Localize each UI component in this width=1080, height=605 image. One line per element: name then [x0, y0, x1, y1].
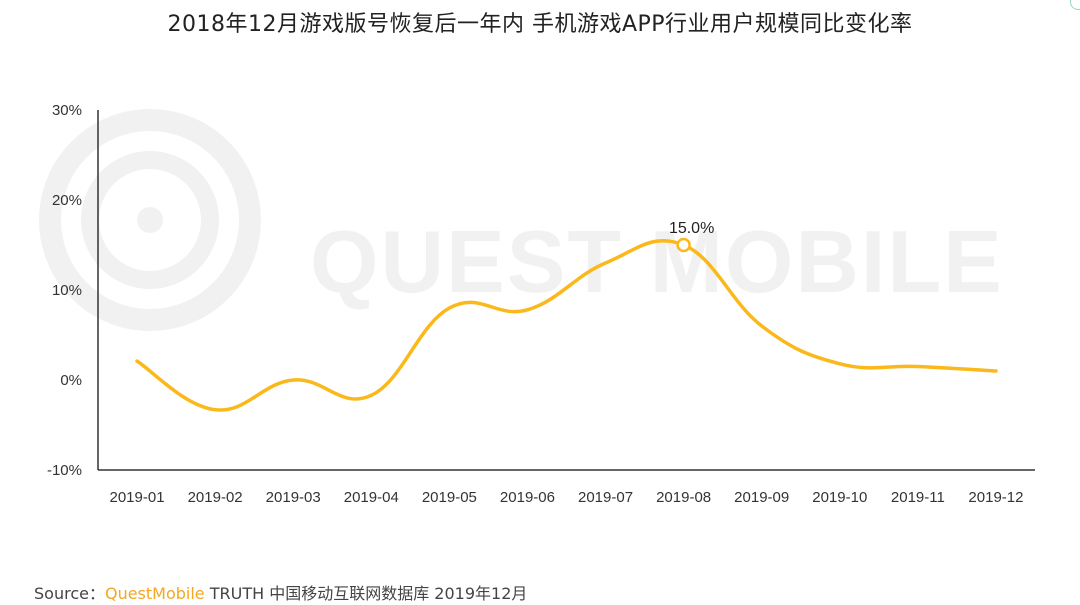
watermark-dot [137, 207, 163, 233]
x-tick-label: 2019-02 [188, 489, 243, 506]
data-point [213, 408, 217, 412]
x-tick-label: 2019-11 [891, 489, 945, 506]
y-tick-label: 20% [52, 192, 82, 209]
x-tick-label: 2019-07 [578, 489, 633, 506]
data-point [369, 393, 373, 397]
chart-title: 2018年12月游戏版号恢复后一年内 手机游戏APP行业用户规模同比变化率 [167, 12, 913, 37]
highlight-marker [676, 237, 691, 253]
data-point [135, 359, 139, 363]
watermark-inner-ring [81, 151, 219, 289]
data-point [291, 378, 295, 382]
watermark-ring [39, 109, 261, 331]
data-point [603, 261, 608, 265]
y-tick-labels: 30% 20% 10% 0% -10% [47, 102, 82, 479]
x-tick-labels: 2019-01 2019-02 2019-03 2019-04 2019-05 2019-… [110, 489, 1024, 506]
source-brand: QuestMobile [104, 584, 205, 603]
corner-decoration [1070, 0, 1080, 10]
watermark-text: QUEST MOBILE [310, 212, 1004, 311]
source-suffix: TRUTH 中国移动互联网数据库 2019年12月 [204, 584, 528, 603]
y-tick-label: -10% [47, 462, 82, 479]
y-tick-label: 30% [52, 102, 82, 119]
x-tick-label: 2019-09 [734, 489, 789, 506]
data-point [525, 308, 530, 312]
data-point [760, 324, 764, 328]
x-tick-label: 2019-03 [266, 489, 321, 506]
x-tick-label: 2019-01 [110, 489, 165, 506]
y-tick-label: 10% [52, 282, 82, 299]
x-tick-label: 2019-10 [812, 489, 867, 506]
data-point [916, 364, 920, 369]
data-point [447, 306, 451, 310]
source-note: Source：QuestMobile TRUTH 中国移动互联网数据库 2019… [34, 580, 527, 604]
axes [97, 110, 1035, 471]
watermark: QUEST MOBILE [39, 109, 1004, 331]
x-tick-label: 2019-05 [422, 489, 477, 506]
data-point [838, 362, 842, 366]
data-point [994, 369, 998, 373]
annotations: 15.0% [669, 220, 714, 253]
source-prefix: Source： [34, 584, 105, 603]
data-label: 15.0% [669, 220, 714, 237]
x-tick-label: 2019-04 [344, 489, 399, 506]
x-tick-label: 2019-12 [968, 489, 1023, 506]
x-tick-label: 2019-08 [656, 489, 711, 506]
y-tick-label: 0% [60, 372, 82, 389]
x-tick-label: 2019-06 [500, 489, 555, 506]
